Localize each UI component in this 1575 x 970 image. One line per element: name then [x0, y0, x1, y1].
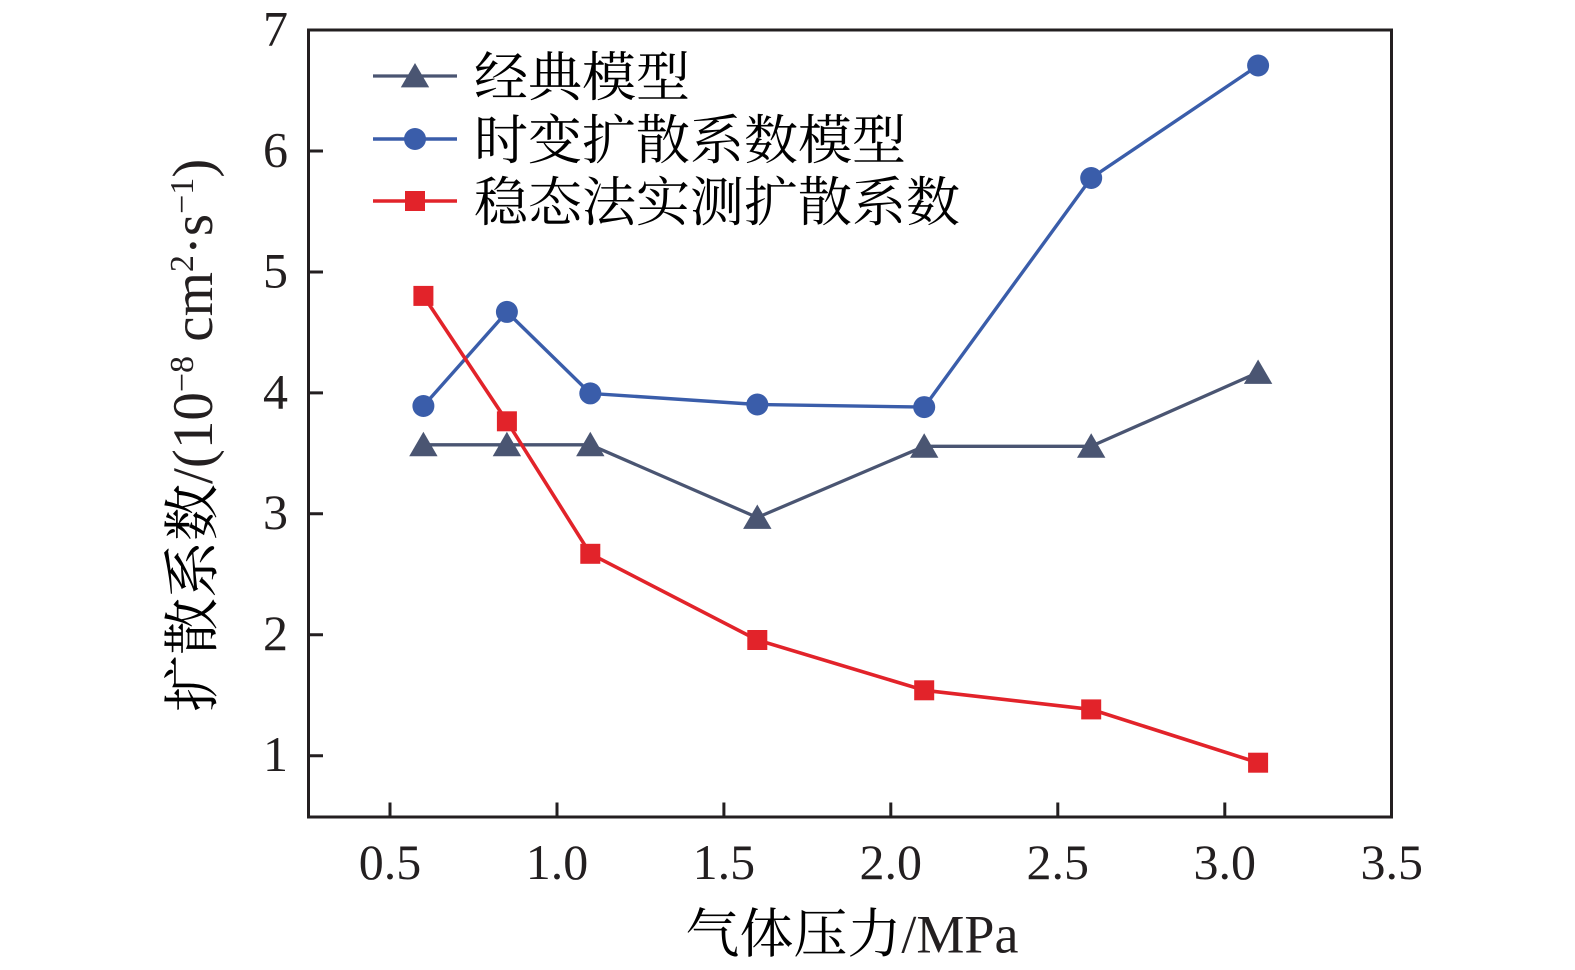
svg-text:3.5: 3.5 — [1360, 834, 1423, 890]
svg-text:0.5: 0.5 — [359, 834, 422, 890]
svg-text:1: 1 — [263, 726, 288, 782]
svg-text:2: 2 — [263, 605, 288, 661]
svg-text:7: 7 — [263, 1, 288, 57]
svg-text:1.5: 1.5 — [693, 834, 756, 890]
svg-text:3.0: 3.0 — [1194, 834, 1257, 890]
svg-text:6: 6 — [263, 121, 288, 177]
svg-text:/(10−8 cm2·s−1): /(10−8 cm2·s−1) — [162, 159, 225, 484]
svg-text:3: 3 — [263, 484, 288, 540]
svg-text:5: 5 — [263, 242, 288, 298]
svg-text:1.0: 1.0 — [526, 834, 589, 890]
svg-text:/MPa: /MPa — [901, 905, 1018, 965]
svg-text:4: 4 — [263, 363, 288, 419]
svg-text:2.0: 2.0 — [860, 834, 923, 890]
svg-text:2.5: 2.5 — [1027, 834, 1090, 890]
